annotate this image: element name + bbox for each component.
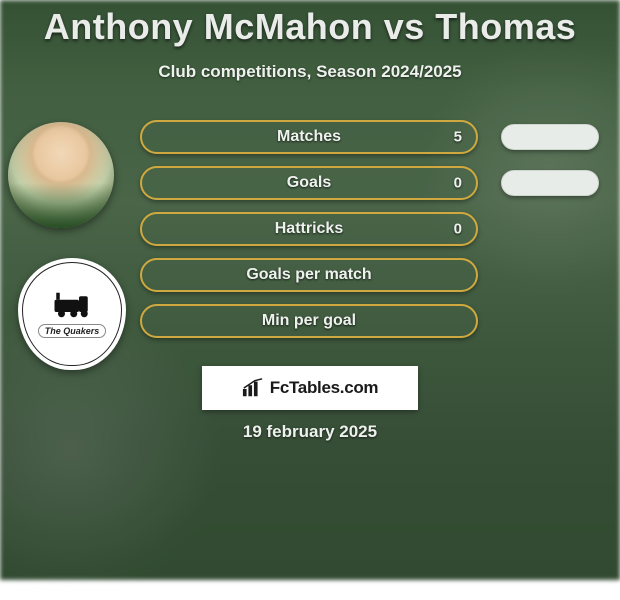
pill-min-per-goal xyxy=(490,304,610,338)
brand-badge: FcTables.com xyxy=(202,366,418,410)
stat-bar-goals: Goals 0 xyxy=(140,166,478,200)
pill-goals-per-match xyxy=(490,258,610,292)
stat-value-left: 0 xyxy=(454,175,462,192)
club-crest: The Quakers xyxy=(18,258,126,370)
stat-bar-goals-per-match: Goals per match xyxy=(140,258,478,292)
player-left-avatar xyxy=(8,122,114,228)
page-subtitle: Club competitions, Season 2024/2025 xyxy=(0,62,620,82)
date-text: 19 february 2025 xyxy=(0,422,620,442)
stat-bar-hattricks: Hattricks 0 xyxy=(140,212,478,246)
player-left-club-crest: The Quakers xyxy=(18,258,126,370)
pill-hattricks xyxy=(490,212,610,246)
page-title: Anthony McMahon vs Thomas xyxy=(0,0,620,48)
stat-value-left: 5 xyxy=(454,129,462,146)
stat-value-left: 0 xyxy=(454,221,462,238)
brand-chart-icon xyxy=(242,377,264,399)
stats-bars: Matches 5 Goals 0 Hattricks 0 Goals per … xyxy=(140,120,478,350)
avatar xyxy=(8,122,114,228)
right-player-pills xyxy=(490,120,610,350)
stat-label: Goals per match xyxy=(246,266,371,284)
stat-label: Hattricks xyxy=(275,220,343,238)
pill-matches xyxy=(490,120,610,154)
stat-label: Matches xyxy=(277,128,341,146)
stat-label: Min per goal xyxy=(262,312,356,330)
pill-goals xyxy=(490,166,610,200)
stat-bar-min-per-goal: Min per goal xyxy=(140,304,478,338)
stat-label: Goals xyxy=(287,174,331,192)
brand-text: FcTables.com xyxy=(270,378,379,398)
stat-bar-matches: Matches 5 xyxy=(140,120,478,154)
